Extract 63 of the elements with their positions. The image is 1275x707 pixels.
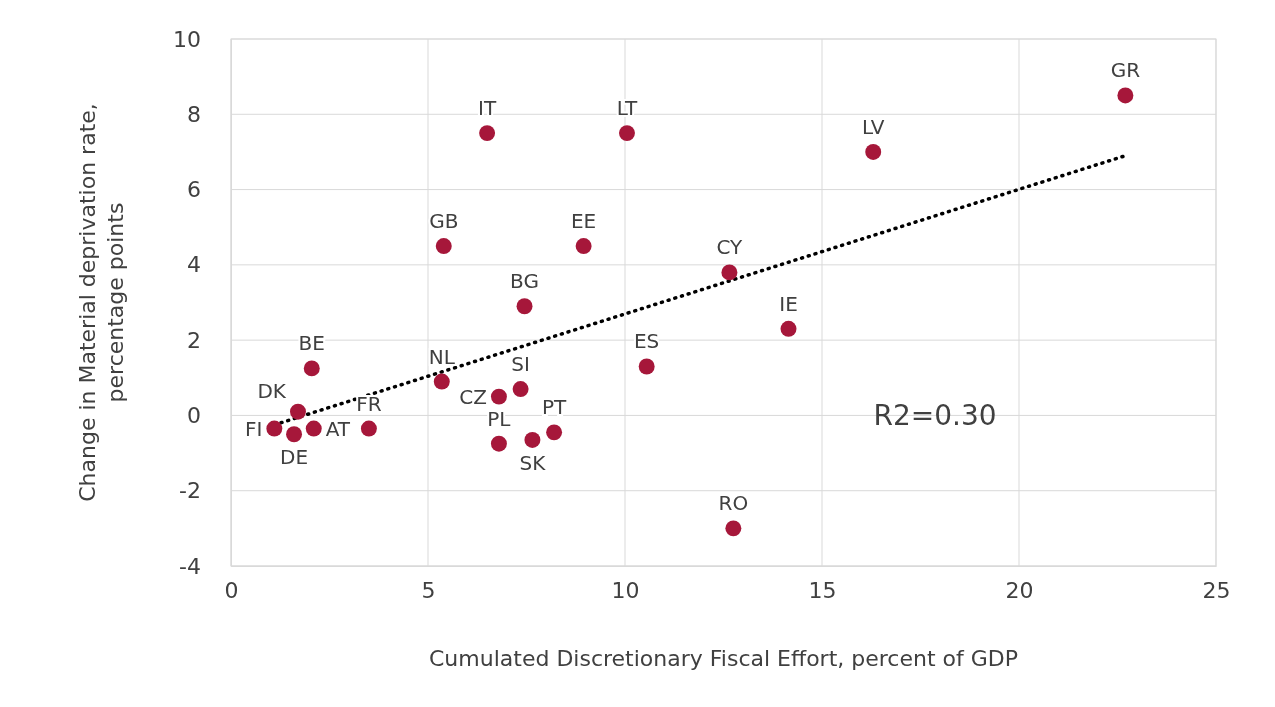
- annotation: R2=0.30: [873, 399, 997, 432]
- point: [266, 420, 283, 437]
- x-tick-label: 25: [1202, 577, 1231, 603]
- y-tick-label: -2: [179, 478, 201, 504]
- x-tick-label: 20: [1005, 577, 1034, 603]
- annotation: IE: [779, 291, 798, 316]
- point: [360, 420, 377, 437]
- point: [546, 424, 563, 441]
- point: [725, 520, 742, 537]
- annotation: SK: [519, 450, 547, 475]
- annotation: BE: [298, 331, 325, 356]
- point: [865, 143, 882, 160]
- point: [721, 264, 738, 281]
- annotation: SI: [511, 352, 530, 377]
- x-axis-title: Cumulated Discretionary Fiscal Effort, percent of GDP: [429, 646, 1018, 671]
- point: [290, 403, 306, 420]
- annotation: BG: [510, 269, 539, 294]
- y-tick-label: 8: [187, 101, 201, 127]
- y-tick-label: -4: [179, 553, 201, 579]
- x-tick-label: 0: [224, 577, 239, 603]
- point: [479, 125, 496, 142]
- annotation: LT: [616, 96, 639, 121]
- y-tick-label: 10: [173, 26, 201, 52]
- annotation: FI: [244, 416, 263, 441]
- point: [516, 298, 533, 315]
- point: [575, 238, 592, 254]
- annotation: GR: [1110, 58, 1141, 83]
- point: [618, 125, 635, 142]
- y-tick-label: 6: [187, 177, 201, 203]
- x-tick-label: 15: [808, 577, 837, 603]
- y-axis-title: Change in Material deprivation rate, percentage points: [75, 103, 128, 502]
- y-tick-label: 2: [187, 327, 201, 353]
- point: [305, 420, 322, 437]
- point: [490, 388, 507, 405]
- point: [433, 373, 450, 390]
- y-tick-label: 4: [187, 252, 201, 278]
- annotation: EE: [570, 209, 597, 234]
- point: [286, 426, 303, 443]
- annotation: IT: [478, 96, 497, 121]
- x-tick-label: 10: [611, 577, 640, 603]
- point: [1117, 87, 1134, 104]
- point: [524, 431, 541, 448]
- point: [303, 360, 320, 377]
- point: [435, 238, 452, 254]
- annotation: RO: [718, 491, 749, 516]
- annotation: CY: [716, 235, 744, 260]
- annotation: PL: [487, 406, 512, 431]
- annotation: ES: [634, 329, 660, 354]
- annotation: GB: [429, 209, 459, 234]
- annotation: DE: [280, 445, 309, 470]
- annotation: DK: [257, 378, 287, 403]
- annotation: AT: [325, 416, 351, 441]
- annotation: LV: [861, 114, 885, 139]
- annotation: NL: [428, 344, 456, 369]
- point: [780, 320, 797, 337]
- x-tick-label: 5: [421, 577, 436, 603]
- point: [490, 435, 507, 452]
- annotation: CZ: [459, 384, 487, 409]
- annotation: FR: [356, 391, 382, 416]
- point: [512, 381, 529, 398]
- annotation: PT: [541, 395, 567, 420]
- y-tick-label: 0: [187, 402, 201, 428]
- point: [638, 358, 655, 375]
